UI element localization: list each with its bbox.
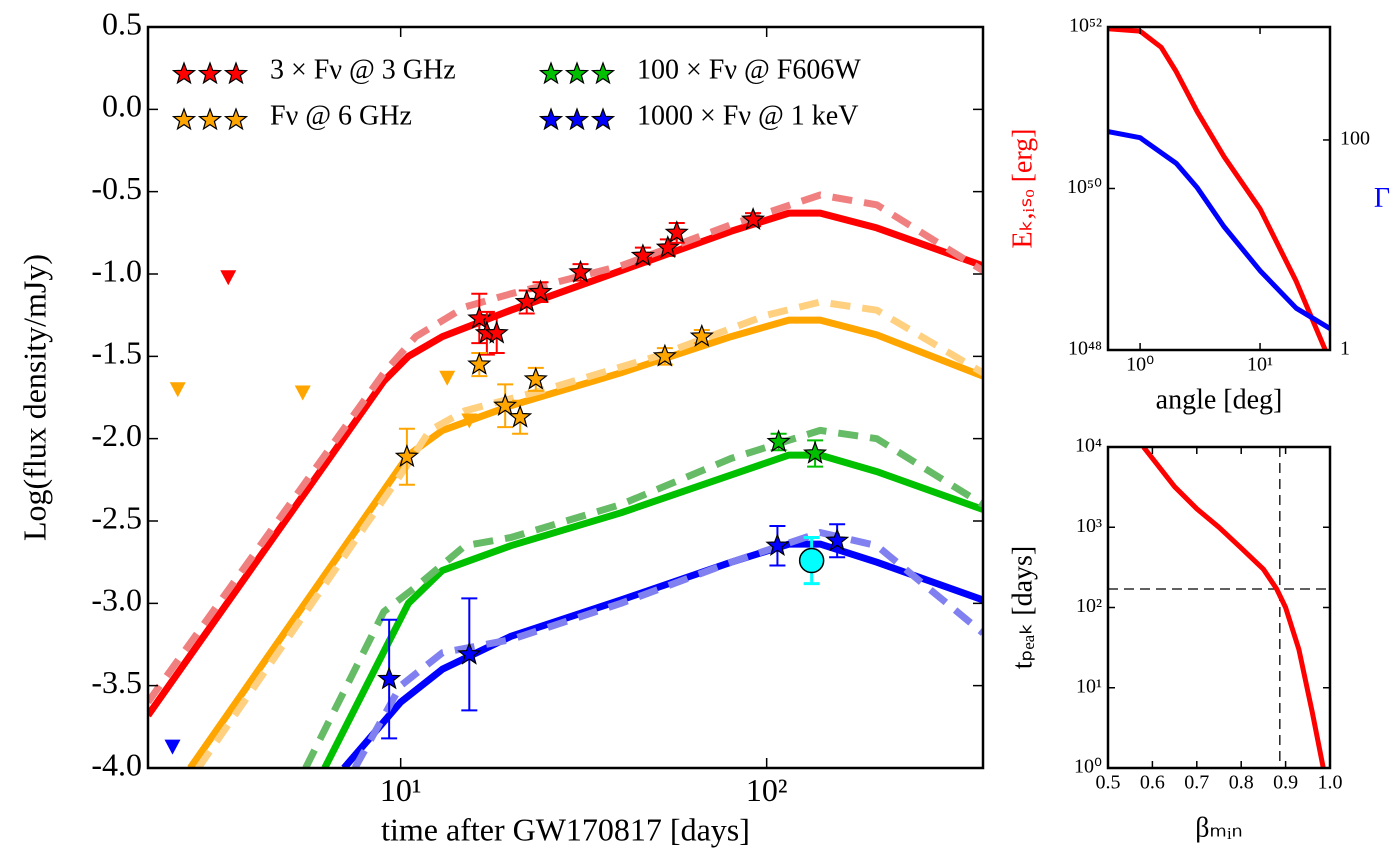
data-star xyxy=(377,666,402,690)
legend-marker xyxy=(538,61,564,85)
y-tick-label: 0.0 xyxy=(102,88,142,124)
model-curve xyxy=(351,529,983,768)
x-tick-label: 0.5 xyxy=(1096,772,1121,794)
plot-area xyxy=(148,191,983,768)
legend-marker xyxy=(564,107,590,131)
plot-area xyxy=(1108,27,1330,350)
x-tick-label: 0.8 xyxy=(1229,772,1254,794)
model-curve xyxy=(321,451,983,768)
y-tick-label: -3.5 xyxy=(91,664,142,700)
plot-area xyxy=(1108,447,1330,768)
data-star xyxy=(394,444,420,468)
legend-marker xyxy=(197,107,223,131)
y-tick-label: -4.0 xyxy=(91,746,142,782)
axes-frame xyxy=(1106,445,1332,770)
y-tick-label: 10¹ xyxy=(1076,675,1102,697)
y-tick-label: 10⁵² xyxy=(1069,15,1102,37)
x-axis-label: βₘᵢₙ xyxy=(1195,812,1242,843)
data-star xyxy=(493,392,518,416)
data-star xyxy=(740,206,766,230)
y-tick-label: 10⁴ xyxy=(1075,435,1102,457)
y-axis-label: tₚₑₐₖ [days] xyxy=(1007,546,1038,670)
model-curve xyxy=(148,209,983,718)
legend-marker xyxy=(590,107,616,131)
y-tick-label: -2.0 xyxy=(91,417,142,453)
upper-limit xyxy=(164,739,181,755)
x-tick-label: 0.9 xyxy=(1273,772,1298,794)
y2-axis-label: Γ xyxy=(1374,183,1390,214)
legend-marker xyxy=(197,61,223,85)
legend-label: 100 × Fν @ F606W xyxy=(637,54,861,85)
data-star xyxy=(802,440,828,464)
model-curve xyxy=(195,298,983,768)
legend-marker xyxy=(171,107,197,131)
legend-label: 3 × Fν @ 3 GHz xyxy=(270,54,456,85)
legend-label: Fν @ 6 GHz xyxy=(270,100,412,131)
x-tick-label: 10⁰ xyxy=(1126,354,1154,376)
upper-limit xyxy=(439,370,456,386)
model-curve xyxy=(148,191,983,705)
data-star xyxy=(484,320,509,344)
axes-frame xyxy=(146,25,985,770)
x-tick-label: 10¹ xyxy=(380,772,422,808)
data-star xyxy=(689,323,714,347)
data-star xyxy=(664,220,689,244)
legend-marker xyxy=(590,61,616,85)
y-axis-label: Log(flux density/mJy) xyxy=(16,254,52,541)
y-tick-label: -0.5 xyxy=(91,170,142,206)
legend-marker xyxy=(538,107,564,131)
axes-frame xyxy=(1106,25,1332,352)
x-axis-label: angle [deg] xyxy=(1156,384,1283,415)
model-curve xyxy=(1141,447,1326,768)
data-circle xyxy=(798,547,825,574)
upper-limit xyxy=(220,270,237,286)
legend-marker xyxy=(564,61,590,85)
upper-limit xyxy=(294,385,311,401)
y-tick-label: -2.5 xyxy=(91,499,142,535)
data-star xyxy=(568,259,593,283)
legend-marker xyxy=(223,61,249,85)
x-tick-label: 10² xyxy=(746,772,788,808)
data-star xyxy=(652,343,677,367)
x-axis-label: time after GW170817 [days] xyxy=(381,811,750,847)
upper-limit xyxy=(461,413,478,429)
y-tick-label: 10⁵⁰ xyxy=(1067,176,1102,198)
y-tick-label: 0.5 xyxy=(102,5,142,41)
x-tick-label: 0.6 xyxy=(1140,772,1165,794)
data-star xyxy=(467,351,492,375)
model-curve xyxy=(1108,27,1328,350)
data-star xyxy=(528,279,553,303)
model-curve xyxy=(302,426,983,768)
data-star xyxy=(655,235,680,258)
data-star xyxy=(523,366,548,390)
data-star xyxy=(766,429,791,453)
y-tick-label: 10³ xyxy=(1076,515,1102,537)
x-tick-label: 0.7 xyxy=(1184,772,1209,794)
y-tick-label: -1.5 xyxy=(91,335,142,371)
data-star xyxy=(630,243,656,267)
y2-tick-label: 1 xyxy=(1340,338,1350,360)
y-tick-label: 10² xyxy=(1076,595,1102,617)
x-tick-label: 1.0 xyxy=(1318,772,1343,794)
data-star xyxy=(457,641,482,665)
data-star xyxy=(765,532,790,556)
legend-marker xyxy=(223,107,249,131)
data-star xyxy=(508,404,533,428)
legend-marker xyxy=(171,61,197,85)
y-tick-label: 10⁴⁸ xyxy=(1068,338,1102,360)
y-tick-label: -1.0 xyxy=(91,252,142,288)
y-tick-label: -3.0 xyxy=(91,582,142,618)
legend-label: 1000 × Fν @ 1 keV xyxy=(637,100,858,131)
upper-limit xyxy=(169,382,186,398)
y-axis-label: Eₖ,ᵢₛₒ [erg] xyxy=(1007,128,1038,248)
y-tick-label: 10⁰ xyxy=(1074,756,1102,778)
model-curve xyxy=(1108,129,1330,331)
data-star xyxy=(825,528,850,552)
y2-tick-label: 100 xyxy=(1340,128,1370,150)
x-tick-label: 10¹ xyxy=(1247,354,1273,376)
